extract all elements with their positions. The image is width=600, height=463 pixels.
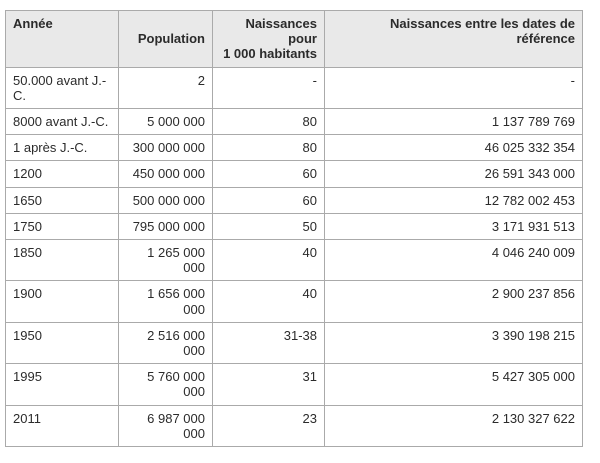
table-row: 1995 5 760 000 000 31 5 427 305 000 [5, 363, 583, 406]
cell-population: 500 000 000 [118, 186, 213, 214]
cell-annee: 1900 [5, 280, 119, 323]
table-row: 1200 450 000 000 60 26 591 343 000 [5, 160, 583, 188]
table-row: 1650 500 000 000 60 12 782 002 453 [5, 186, 583, 214]
header-row: Année Population Naissances pour 1 000 h… [5, 10, 583, 68]
cell-annee: 50.000 avant J.-C. [5, 66, 119, 110]
cell-population: 450 000 000 [118, 160, 213, 188]
cell-naissances-pour-1000: 60 [212, 186, 325, 214]
table-row: 1 après J.-C. 300 000 000 80 46 025 332 … [5, 134, 583, 162]
cell-naissances-pour-1000: - [212, 66, 325, 110]
cell-naissances-pour-1000: 31-38 [212, 321, 325, 365]
table-row: 1850 1 265 000 000 40 4 046 240 009 [5, 239, 583, 282]
cell-population: 795 000 000 [118, 212, 213, 241]
cell-annee: 2011 [5, 404, 119, 448]
cell-naissances-entre-dates: 26 591 343 000 [324, 160, 583, 188]
cell-annee: 8000 avant J.-C. [5, 108, 119, 136]
cell-naissances-entre-dates: 3 390 198 215 [324, 321, 583, 365]
cell-naissances-entre-dates: 2 900 237 856 [324, 280, 583, 323]
cell-annee: 1 après J.-C. [5, 134, 119, 162]
table-row: 50.000 avant J.-C. 2 - - [5, 66, 583, 110]
cell-annee: 1650 [5, 186, 119, 214]
cell-population: 1 656 000 000 [118, 280, 213, 323]
cell-naissances-pour-1000: 40 [212, 280, 325, 323]
cell-population: 1 265 000 000 [118, 239, 213, 282]
cell-naissances-pour-1000: 40 [212, 239, 325, 282]
cell-annee: 1995 [5, 363, 119, 406]
table-row: 1950 2 516 000 000 31-38 3 390 198 215 [5, 321, 583, 365]
column-header-population: Population [118, 10, 213, 68]
cell-naissances-entre-dates: 46 025 332 354 [324, 134, 583, 162]
cell-population: 2 [118, 66, 213, 110]
cell-naissances-pour-1000: 50 [212, 212, 325, 241]
table-row: 1750 795 000 000 50 3 171 931 513 [5, 212, 583, 241]
cell-naissances-entre-dates: - [324, 66, 583, 110]
table-row: 1900 1 656 000 000 40 2 900 237 856 [5, 280, 583, 323]
cell-naissances-pour-1000: 60 [212, 160, 325, 188]
table-row: 8000 avant J.-C. 5 000 000 80 1 137 789 … [5, 108, 583, 136]
cell-annee: 1850 [5, 239, 119, 282]
column-header-annee: Année [5, 10, 119, 68]
cell-naissances-pour-1000: 80 [212, 108, 325, 136]
cell-naissances-pour-1000: 31 [212, 363, 325, 406]
cell-population: 5 000 000 [118, 108, 213, 136]
column-header-naissances-entre-dates: Naissances entre les dates de référence [324, 10, 583, 68]
cell-annee: 1950 [5, 321, 119, 365]
cell-naissances-entre-dates: 3 171 931 513 [324, 212, 583, 241]
cell-population: 2 516 000 000 [118, 321, 213, 365]
cell-naissances-entre-dates: 1 137 789 769 [324, 108, 583, 136]
cell-naissances-entre-dates: 5 427 305 000 [324, 363, 583, 406]
cell-naissances-entre-dates: 4 046 240 009 [324, 239, 583, 282]
cell-annee: 1750 [5, 212, 119, 241]
cell-population: 300 000 000 [118, 134, 213, 162]
cell-annee: 1200 [5, 160, 119, 188]
cell-naissances-pour-1000: 80 [212, 134, 325, 162]
cell-naissances-entre-dates: 2 130 327 622 [324, 404, 583, 448]
population-table: Année Population Naissances pour 1 000 h… [5, 10, 583, 448]
cell-population: 6 987 000 000 [118, 404, 213, 448]
cell-population: 5 760 000 000 [118, 363, 213, 406]
table-row: 2011 6 987 000 000 23 2 130 327 622 [5, 404, 583, 448]
cell-naissances-pour-1000: 23 [212, 404, 325, 448]
column-header-naissances-pour-1000: Naissances pour 1 000 habitants [212, 10, 325, 68]
cell-naissances-entre-dates: 12 782 002 453 [324, 186, 583, 214]
